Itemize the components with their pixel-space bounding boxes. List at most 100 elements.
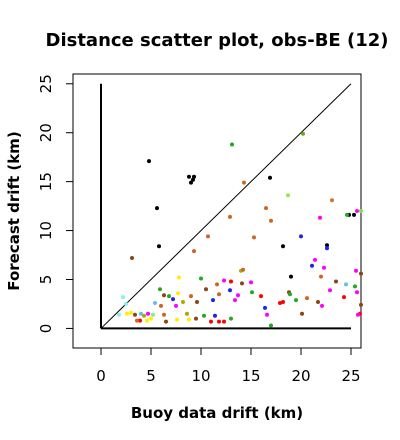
data-point bbox=[228, 288, 232, 293]
data-point bbox=[215, 282, 219, 287]
y-tick-label: 10 bbox=[37, 221, 55, 240]
data-point bbox=[228, 214, 232, 219]
data-point bbox=[288, 292, 292, 297]
data-point bbox=[353, 284, 357, 289]
data-point bbox=[319, 274, 323, 279]
data-point bbox=[213, 313, 217, 318]
plot-box bbox=[72, 73, 362, 349]
data-point bbox=[269, 323, 273, 328]
data-point bbox=[187, 174, 191, 179]
data-point bbox=[162, 312, 166, 317]
data-point bbox=[138, 318, 142, 323]
y-tick-label: 25 bbox=[37, 74, 55, 93]
data-point bbox=[181, 300, 185, 304]
x-axis: 0 5 10 15 20 25 bbox=[96, 347, 361, 385]
data-point bbox=[359, 271, 363, 276]
data-point bbox=[211, 298, 215, 303]
data-point bbox=[286, 193, 290, 198]
data-point bbox=[320, 303, 324, 308]
data-point bbox=[142, 313, 146, 318]
data-point bbox=[342, 295, 346, 300]
data-point bbox=[174, 303, 178, 308]
data-point bbox=[117, 312, 121, 317]
data-point bbox=[175, 317, 179, 322]
data-point bbox=[187, 317, 191, 322]
data-point bbox=[167, 294, 171, 299]
data-point bbox=[189, 294, 193, 299]
data-point bbox=[121, 295, 125, 300]
reference-lines bbox=[100, 83, 352, 330]
x-axis-label: Buoy data drift (km) bbox=[131, 404, 303, 422]
x-tick-label: 0 bbox=[96, 367, 106, 385]
data-point bbox=[145, 318, 149, 323]
data-point bbox=[133, 312, 137, 317]
data-point bbox=[241, 267, 245, 272]
data-point bbox=[236, 293, 240, 298]
y-tick-label: 0 bbox=[37, 324, 55, 334]
data-point bbox=[229, 316, 233, 321]
y-axis-label: Forecast drift (km) bbox=[5, 131, 23, 290]
data-point bbox=[301, 131, 305, 136]
data-point bbox=[125, 311, 129, 316]
data-point bbox=[139, 311, 143, 316]
data-point bbox=[344, 282, 348, 287]
data-point bbox=[294, 298, 298, 303]
data-point bbox=[206, 234, 210, 239]
data-point bbox=[269, 218, 273, 223]
data-point bbox=[355, 209, 359, 213]
x-tick-label: 25 bbox=[341, 367, 360, 385]
y-tick-label: 5 bbox=[37, 275, 55, 285]
diagonal-reference-line bbox=[100, 83, 352, 329]
data-point bbox=[195, 300, 199, 304]
data-point bbox=[328, 288, 332, 293]
data-point bbox=[153, 301, 157, 305]
x-tick-label: 15 bbox=[241, 367, 260, 385]
y-tick-label: 15 bbox=[37, 172, 55, 191]
data-point bbox=[164, 319, 168, 324]
data-point bbox=[354, 268, 358, 273]
data-point bbox=[217, 292, 221, 297]
data-point bbox=[249, 280, 253, 285]
x-tick-label: 20 bbox=[291, 367, 310, 385]
data-point bbox=[240, 281, 244, 286]
data-point bbox=[322, 265, 326, 270]
data-point bbox=[355, 290, 359, 295]
data-point bbox=[334, 279, 338, 284]
data-point bbox=[300, 311, 304, 316]
data-point bbox=[130, 256, 134, 260]
data-point bbox=[325, 243, 329, 248]
data-point bbox=[147, 159, 151, 164]
data-point bbox=[194, 316, 198, 321]
data-point bbox=[204, 287, 208, 292]
data-point bbox=[250, 290, 254, 295]
data-point bbox=[325, 246, 329, 251]
data-point bbox=[313, 257, 317, 262]
data-point bbox=[265, 312, 269, 317]
data-point bbox=[264, 206, 268, 211]
data-point bbox=[162, 293, 166, 298]
data-point bbox=[316, 300, 320, 304]
data-point bbox=[192, 249, 196, 254]
data-point bbox=[281, 300, 285, 304]
chart-title: Distance scatter plot, obs-BE (12) bbox=[46, 30, 389, 51]
data-point bbox=[252, 235, 256, 240]
data-point bbox=[318, 215, 322, 220]
data-point bbox=[233, 298, 237, 303]
data-point bbox=[158, 287, 162, 292]
data-point bbox=[230, 142, 234, 147]
data-point bbox=[268, 175, 272, 180]
data-point bbox=[209, 319, 213, 324]
x-tick-label: 10 bbox=[191, 367, 210, 385]
data-point bbox=[263, 305, 267, 310]
data-point bbox=[345, 212, 349, 217]
data-point bbox=[259, 294, 263, 299]
data-point bbox=[359, 209, 363, 213]
data-point bbox=[222, 278, 226, 283]
data-point bbox=[202, 313, 206, 318]
data-point bbox=[356, 312, 360, 317]
scatter-points bbox=[117, 131, 363, 328]
data-point bbox=[289, 274, 293, 279]
data-point bbox=[135, 318, 139, 323]
data-point bbox=[149, 316, 153, 321]
